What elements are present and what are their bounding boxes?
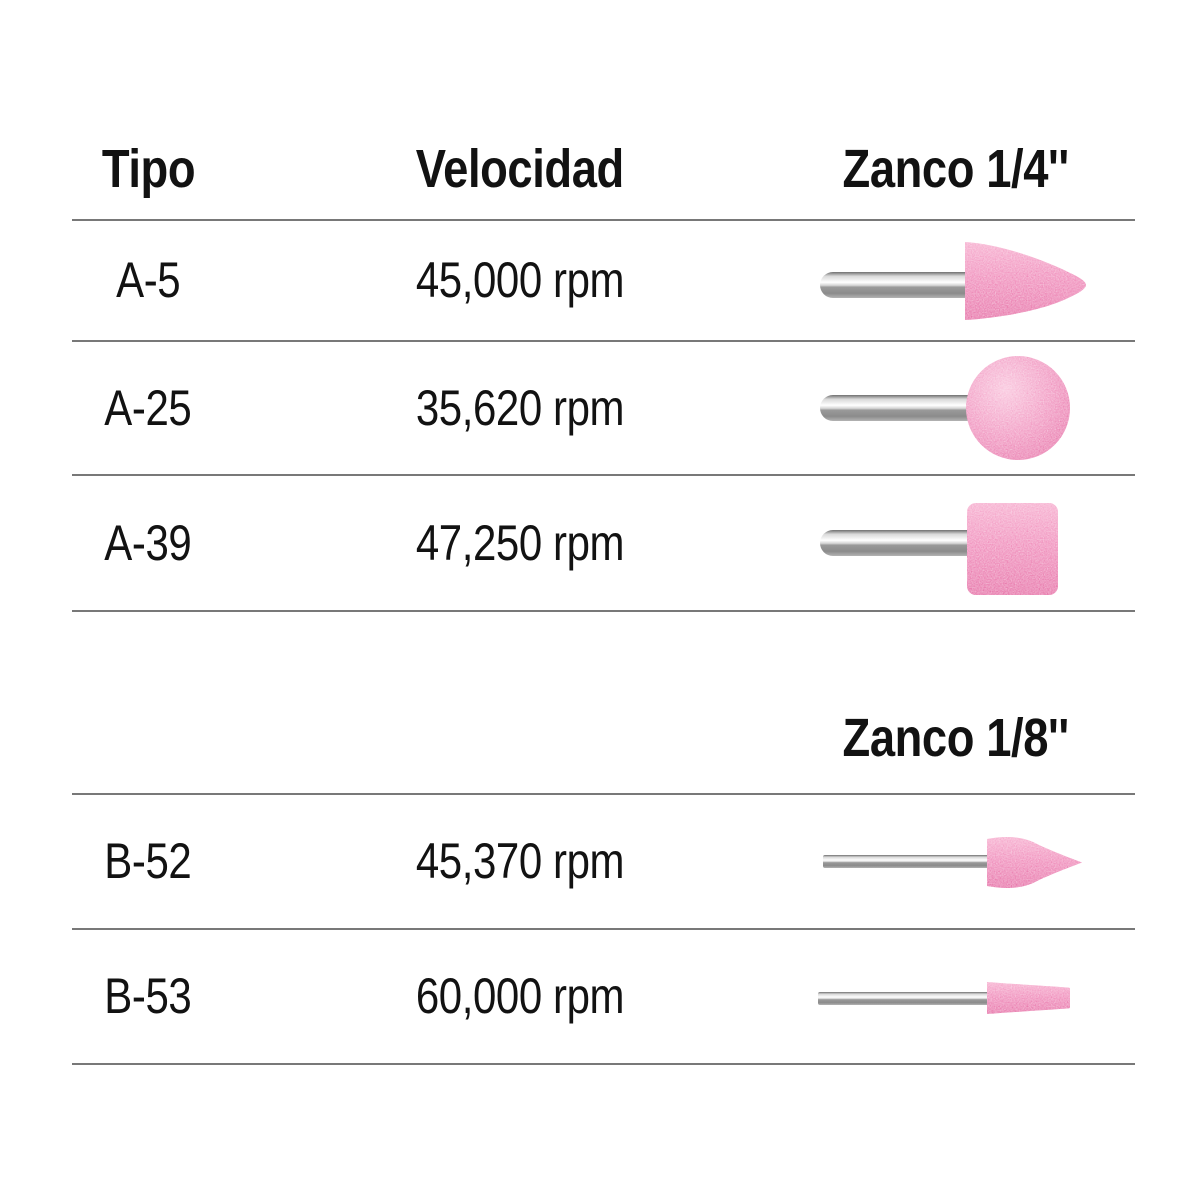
table-row-b53-velocidad: 60,000 rpm (360, 930, 680, 1061)
table-row-a25-tipo: A-25 (72, 342, 224, 473)
column-header-velocidad-label: Velocidad (415, 139, 624, 199)
divider (72, 340, 1135, 342)
table-row-a5-tipo: A-5 (72, 221, 224, 339)
tipo-value: B-52 (104, 832, 192, 889)
table-row-a39-velocidad: 47,250 rpm (360, 476, 680, 609)
table-row-b52-tipo: B-52 (72, 795, 224, 926)
velocidad-value: 45,000 rpm (415, 252, 625, 308)
table-row-b53-tipo: B-53 (72, 930, 224, 1061)
velocidad-value: 47,250 rpm (415, 514, 625, 571)
column-header-tipo-label: Tipo (101, 139, 195, 199)
divider (72, 1063, 1135, 1065)
table-row-a5-velocidad: 45,000 rpm (360, 221, 680, 339)
velocidad-value: 60,000 rpm (415, 967, 625, 1024)
divider (72, 610, 1135, 612)
divider (72, 219, 1135, 221)
divider (72, 793, 1135, 795)
cylindrical-point-icon (820, 503, 1058, 595)
column-header-tipo: Tipo (72, 138, 224, 200)
velocidad-value: 35,620 rpm (415, 379, 625, 436)
section-header-zanco-eighth-label: Zanco 1/8'' (842, 708, 1070, 768)
section-header-zanco-quarter-label: Zanco 1/4'' (842, 139, 1070, 199)
tipo-value: A-5 (115, 252, 181, 308)
velocidad-value: 45,370 rpm (415, 832, 625, 889)
spherical-point-icon (820, 356, 1070, 460)
section-header-zanco-eighth: Zanco 1/8'' (790, 706, 1122, 770)
tipo-value: B-53 (104, 967, 192, 1024)
section-header-zanco-quarter: Zanco 1/4'' (790, 138, 1122, 200)
divider (72, 928, 1135, 930)
table-row-a25-velocidad: 35,620 rpm (360, 342, 680, 473)
tipo-value: A-25 (104, 379, 192, 436)
tapered-point-icon (818, 982, 1070, 1014)
table-row-b52-velocidad: 45,370 rpm (360, 795, 680, 926)
conical-point-icon (820, 242, 1086, 320)
tipo-value: A-39 (104, 514, 192, 571)
divider (72, 474, 1135, 476)
column-header-velocidad: Velocidad (360, 138, 680, 200)
table-row-a39-tipo: A-39 (72, 476, 224, 609)
bullet-point-icon (823, 837, 1082, 888)
